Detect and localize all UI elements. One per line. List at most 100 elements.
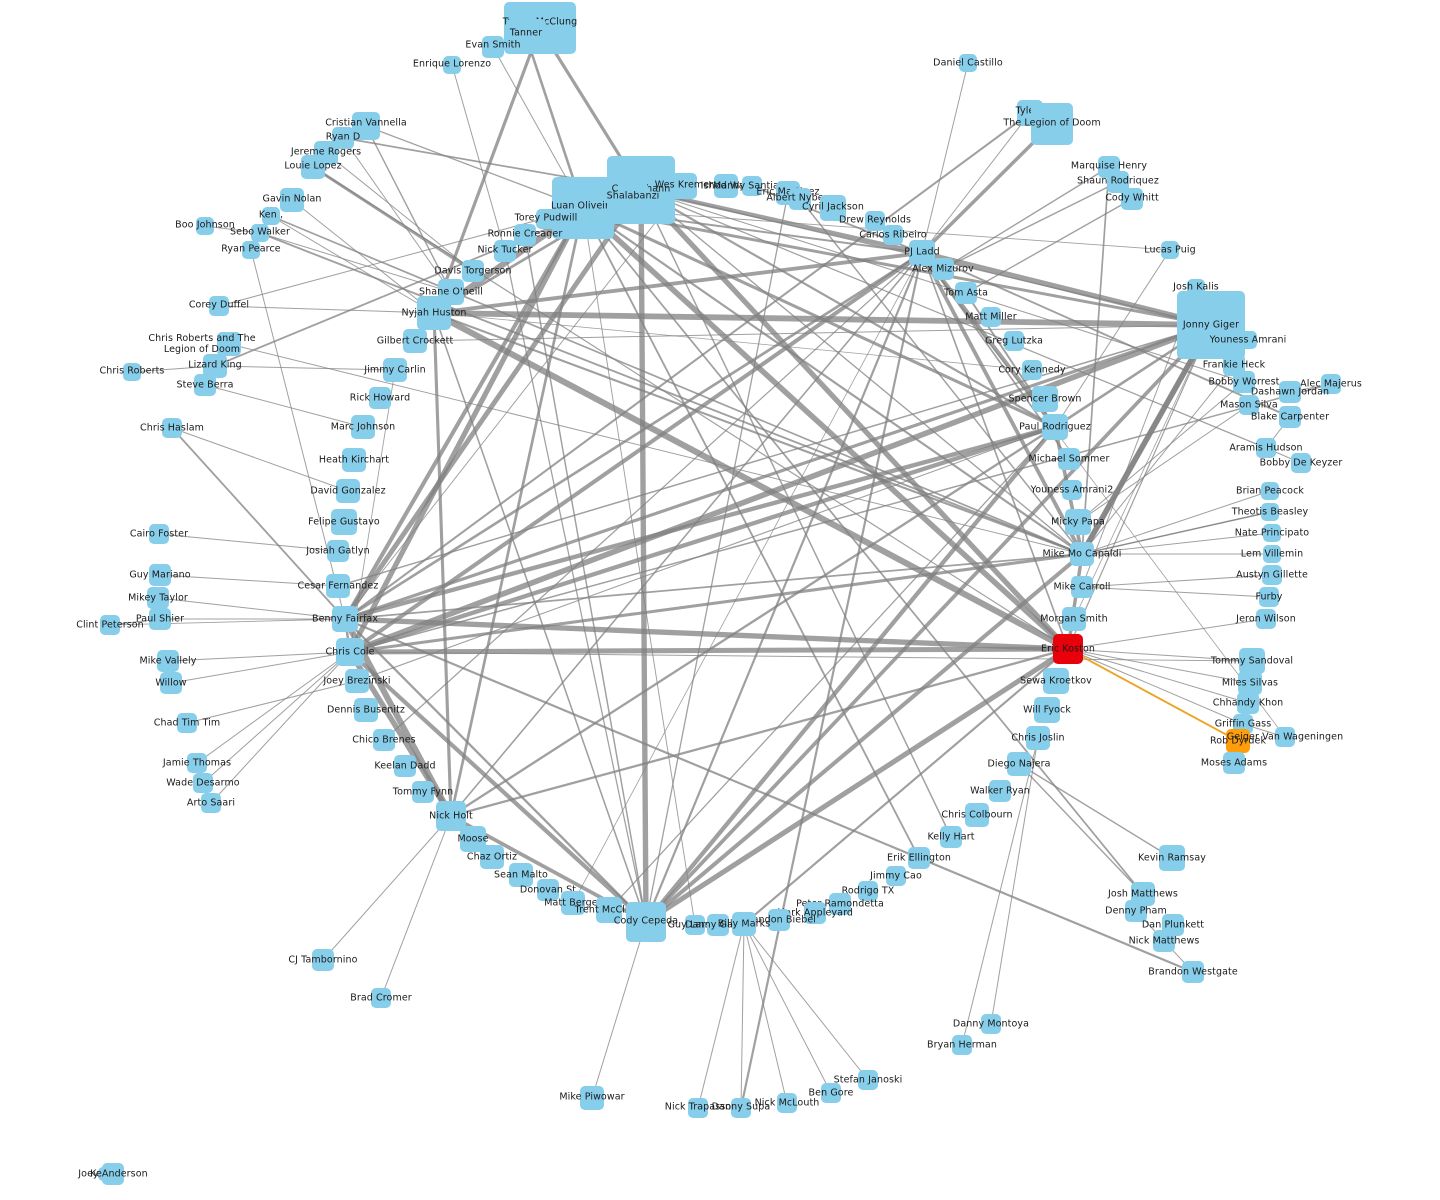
- graph-node[interactable]: [354, 698, 378, 722]
- graph-node[interactable]: [731, 1098, 751, 1118]
- graph-node[interactable]: [217, 332, 241, 356]
- graph-node[interactable]: [1256, 438, 1276, 458]
- graph-node[interactable]: [187, 753, 207, 773]
- graph-node[interactable]: [462, 260, 484, 282]
- graph-node[interactable]: [342, 448, 366, 472]
- graph-node[interactable]: [688, 1098, 708, 1118]
- graph-node[interactable]: [537, 879, 559, 901]
- graph-node[interactable]: [201, 793, 221, 813]
- graph-node[interactable]: [1022, 360, 1042, 380]
- graph-node[interactable]: [482, 36, 504, 58]
- graph-node[interactable]: [327, 540, 349, 562]
- graph-node[interactable]: [1053, 634, 1083, 664]
- graph-node[interactable]: [162, 418, 182, 438]
- graph-node[interactable]: [858, 881, 878, 901]
- graph-node[interactable]: [989, 780, 1011, 802]
- graph-node[interactable]: [149, 524, 169, 544]
- graph-node[interactable]: [371, 988, 391, 1008]
- graph-node[interactable]: [1239, 648, 1265, 674]
- graph-node[interactable]: [821, 1083, 841, 1103]
- graph-node[interactable]: [1279, 381, 1301, 403]
- graph-node[interactable]: [1031, 103, 1073, 145]
- graph-node[interactable]: [336, 479, 360, 503]
- graph-node[interactable]: [1233, 371, 1255, 393]
- graph-node[interactable]: [1263, 524, 1281, 542]
- graph-node[interactable]: [1256, 609, 1276, 629]
- graph-node[interactable]: [804, 902, 826, 924]
- graph-node[interactable]: [443, 56, 461, 74]
- graph-node[interactable]: [331, 509, 357, 535]
- graph-node[interactable]: [1239, 331, 1257, 349]
- graph-node[interactable]: [1261, 503, 1279, 521]
- graph-node[interactable]: [1062, 480, 1082, 500]
- graph-node[interactable]: [1275, 727, 1295, 747]
- graph-node[interactable]: [1321, 374, 1341, 394]
- graph-node[interactable]: [251, 224, 269, 242]
- graph-node[interactable]: [1182, 961, 1204, 983]
- graph-node[interactable]: [768, 909, 790, 931]
- graph-node[interactable]: [373, 729, 395, 751]
- graph-node[interactable]: [1034, 697, 1060, 723]
- graph-node[interactable]: [1177, 291, 1245, 359]
- graph-node[interactable]: [580, 1086, 604, 1110]
- graph-node[interactable]: [1161, 241, 1179, 259]
- graph-node[interactable]: [981, 307, 1001, 327]
- graph-node[interactable]: [394, 755, 416, 777]
- graph-node[interactable]: [100, 615, 120, 635]
- graph-node[interactable]: [536, 209, 556, 229]
- graph-node[interactable]: [789, 188, 811, 210]
- graph-node[interactable]: [1263, 545, 1281, 563]
- graph-node[interactable]: [326, 574, 350, 598]
- graph-node[interactable]: [157, 650, 179, 672]
- graph-node[interactable]: [671, 173, 697, 199]
- graph-node[interactable]: [865, 211, 885, 231]
- graph-node[interactable]: [965, 803, 989, 827]
- graph-node[interactable]: [886, 866, 906, 886]
- graph-node[interactable]: [909, 240, 935, 266]
- graph-node[interactable]: [196, 217, 214, 235]
- graph-node[interactable]: [123, 363, 141, 381]
- graph-node[interactable]: [383, 358, 407, 382]
- graph-node[interactable]: [732, 912, 756, 936]
- graph-node[interactable]: [908, 847, 930, 869]
- graph-node[interactable]: [932, 258, 954, 280]
- graph-node[interactable]: [301, 155, 325, 179]
- graph-node[interactable]: [777, 1093, 797, 1113]
- graph-node[interactable]: [1071, 576, 1093, 598]
- graph-node[interactable]: [1121, 188, 1143, 210]
- graph-node[interactable]: [1226, 729, 1250, 753]
- graph-node[interactable]: [959, 54, 977, 72]
- graph-node[interactable]: [102, 1163, 124, 1185]
- graph-node[interactable]: [1237, 692, 1259, 714]
- graph-node[interactable]: [707, 914, 729, 936]
- graph-node[interactable]: [1223, 752, 1245, 774]
- graph-node[interactable]: [883, 225, 903, 245]
- graph-node[interactable]: [685, 915, 705, 935]
- graph-node[interactable]: [509, 863, 533, 887]
- graph-node[interactable]: [177, 713, 197, 733]
- graph-node[interactable]: [1070, 542, 1094, 566]
- graph-node[interactable]: [332, 606, 358, 632]
- graph-node[interactable]: [626, 902, 666, 942]
- graph-node[interactable]: [1042, 414, 1068, 440]
- graph-node[interactable]: [596, 897, 622, 923]
- graph-node[interactable]: [829, 893, 851, 915]
- graph-node[interactable]: [480, 845, 504, 869]
- graph-node[interactable]: [1032, 386, 1058, 412]
- graph-node[interactable]: [1107, 171, 1129, 193]
- graph-node[interactable]: [1279, 406, 1301, 428]
- graph-node[interactable]: [1043, 668, 1069, 694]
- graph-node[interactable]: [242, 241, 260, 259]
- graph-node[interactable]: [160, 672, 182, 694]
- graph-node[interactable]: [1223, 354, 1245, 376]
- graph-node[interactable]: [312, 949, 334, 971]
- graph-node[interactable]: [1159, 845, 1185, 871]
- graph-node[interactable]: [262, 207, 280, 225]
- graph-node[interactable]: [955, 282, 977, 304]
- graph-node[interactable]: [981, 1014, 1001, 1034]
- graph-node[interactable]: [714, 174, 738, 198]
- graph-node[interactable]: [858, 1070, 878, 1090]
- graph-node[interactable]: [149, 564, 171, 586]
- graph-node[interactable]: [1058, 448, 1080, 470]
- graph-node[interactable]: [1259, 587, 1279, 607]
